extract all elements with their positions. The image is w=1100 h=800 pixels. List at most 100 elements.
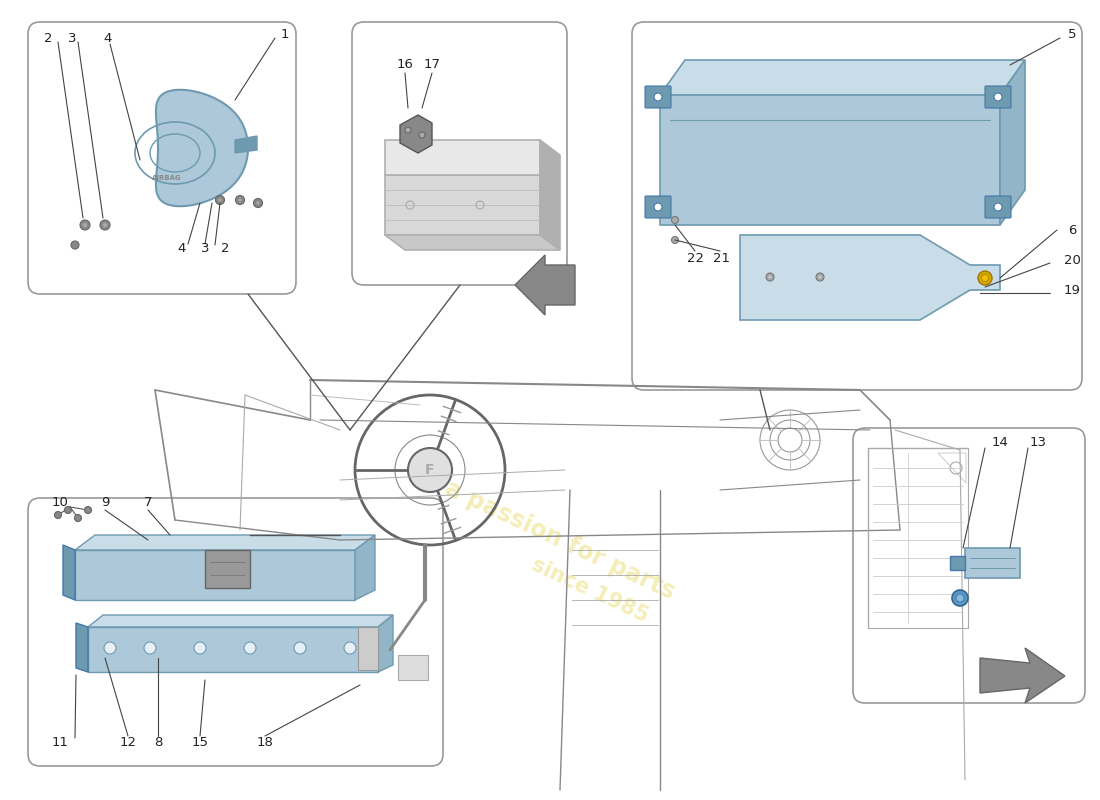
Polygon shape — [63, 545, 75, 600]
Circle shape — [253, 198, 263, 207]
Text: 12: 12 — [120, 735, 136, 749]
Polygon shape — [378, 615, 393, 672]
Text: 10: 10 — [52, 495, 68, 509]
Text: 2: 2 — [44, 31, 53, 45]
Polygon shape — [660, 60, 1025, 95]
Circle shape — [654, 203, 662, 211]
FancyBboxPatch shape — [28, 498, 443, 766]
FancyBboxPatch shape — [645, 196, 671, 218]
Circle shape — [100, 220, 110, 230]
Circle shape — [238, 198, 242, 202]
Circle shape — [766, 273, 774, 281]
FancyBboxPatch shape — [28, 22, 296, 294]
Text: since 1985: since 1985 — [528, 554, 651, 626]
Polygon shape — [355, 535, 375, 600]
Text: 6: 6 — [1068, 223, 1076, 237]
Text: 14: 14 — [991, 435, 1009, 449]
Circle shape — [956, 594, 964, 602]
Text: 8: 8 — [154, 735, 162, 749]
FancyBboxPatch shape — [984, 196, 1011, 218]
Polygon shape — [385, 175, 540, 235]
Circle shape — [952, 590, 968, 606]
Text: 11: 11 — [52, 735, 68, 749]
Polygon shape — [740, 235, 1000, 320]
Text: 1: 1 — [280, 29, 289, 42]
Polygon shape — [358, 627, 378, 670]
Circle shape — [344, 642, 356, 654]
Circle shape — [654, 93, 662, 101]
Text: 17: 17 — [424, 58, 440, 71]
Text: 3: 3 — [200, 242, 209, 254]
Circle shape — [235, 195, 244, 205]
Text: 4: 4 — [103, 31, 112, 45]
Polygon shape — [515, 255, 575, 315]
Circle shape — [80, 220, 90, 230]
Circle shape — [994, 93, 1002, 101]
Polygon shape — [75, 550, 355, 600]
Text: 7: 7 — [144, 495, 152, 509]
Text: 16: 16 — [397, 58, 414, 71]
Circle shape — [144, 642, 156, 654]
Text: 4: 4 — [178, 242, 186, 254]
Circle shape — [194, 642, 206, 654]
Circle shape — [82, 222, 88, 227]
Circle shape — [768, 275, 772, 279]
Circle shape — [816, 273, 824, 281]
Circle shape — [408, 448, 452, 492]
Polygon shape — [156, 90, 248, 206]
FancyBboxPatch shape — [632, 22, 1082, 390]
Text: a passion for parts: a passion for parts — [441, 476, 679, 604]
Text: AIRBAG: AIRBAG — [152, 175, 182, 181]
Polygon shape — [660, 95, 1000, 225]
Text: 5: 5 — [1068, 29, 1076, 42]
Polygon shape — [1000, 60, 1025, 225]
Circle shape — [671, 237, 679, 243]
Text: F: F — [426, 463, 434, 477]
Text: 19: 19 — [1064, 283, 1080, 297]
Text: 2: 2 — [221, 242, 229, 254]
Polygon shape — [76, 623, 88, 672]
Polygon shape — [965, 548, 1020, 578]
Text: 9: 9 — [101, 495, 109, 509]
Circle shape — [671, 217, 679, 223]
Polygon shape — [398, 655, 428, 680]
Polygon shape — [205, 550, 250, 588]
Circle shape — [55, 511, 62, 518]
Text: 18: 18 — [256, 735, 274, 749]
FancyBboxPatch shape — [352, 22, 566, 285]
Circle shape — [256, 201, 260, 205]
Circle shape — [72, 241, 79, 249]
Circle shape — [102, 222, 108, 227]
Circle shape — [405, 127, 411, 133]
Text: 15: 15 — [191, 735, 209, 749]
Circle shape — [85, 506, 91, 514]
Circle shape — [994, 203, 1002, 211]
Polygon shape — [950, 556, 965, 570]
Circle shape — [75, 514, 81, 522]
FancyBboxPatch shape — [645, 86, 671, 108]
Polygon shape — [400, 115, 432, 153]
Text: 13: 13 — [1030, 435, 1046, 449]
FancyBboxPatch shape — [984, 86, 1011, 108]
Polygon shape — [88, 615, 393, 627]
Polygon shape — [540, 140, 560, 250]
Polygon shape — [385, 235, 560, 250]
Polygon shape — [235, 136, 257, 153]
Circle shape — [419, 132, 425, 138]
Circle shape — [978, 271, 992, 285]
Polygon shape — [385, 140, 540, 175]
Text: 22: 22 — [686, 251, 704, 265]
Circle shape — [218, 198, 222, 202]
Text: 20: 20 — [1064, 254, 1080, 266]
Circle shape — [981, 274, 989, 282]
Text: 3: 3 — [68, 31, 76, 45]
Circle shape — [294, 642, 306, 654]
FancyBboxPatch shape — [852, 428, 1085, 703]
Polygon shape — [75, 535, 375, 550]
Circle shape — [216, 195, 224, 205]
Polygon shape — [88, 627, 378, 672]
Circle shape — [818, 275, 822, 279]
Circle shape — [244, 642, 256, 654]
Circle shape — [104, 642, 116, 654]
Circle shape — [65, 506, 72, 514]
